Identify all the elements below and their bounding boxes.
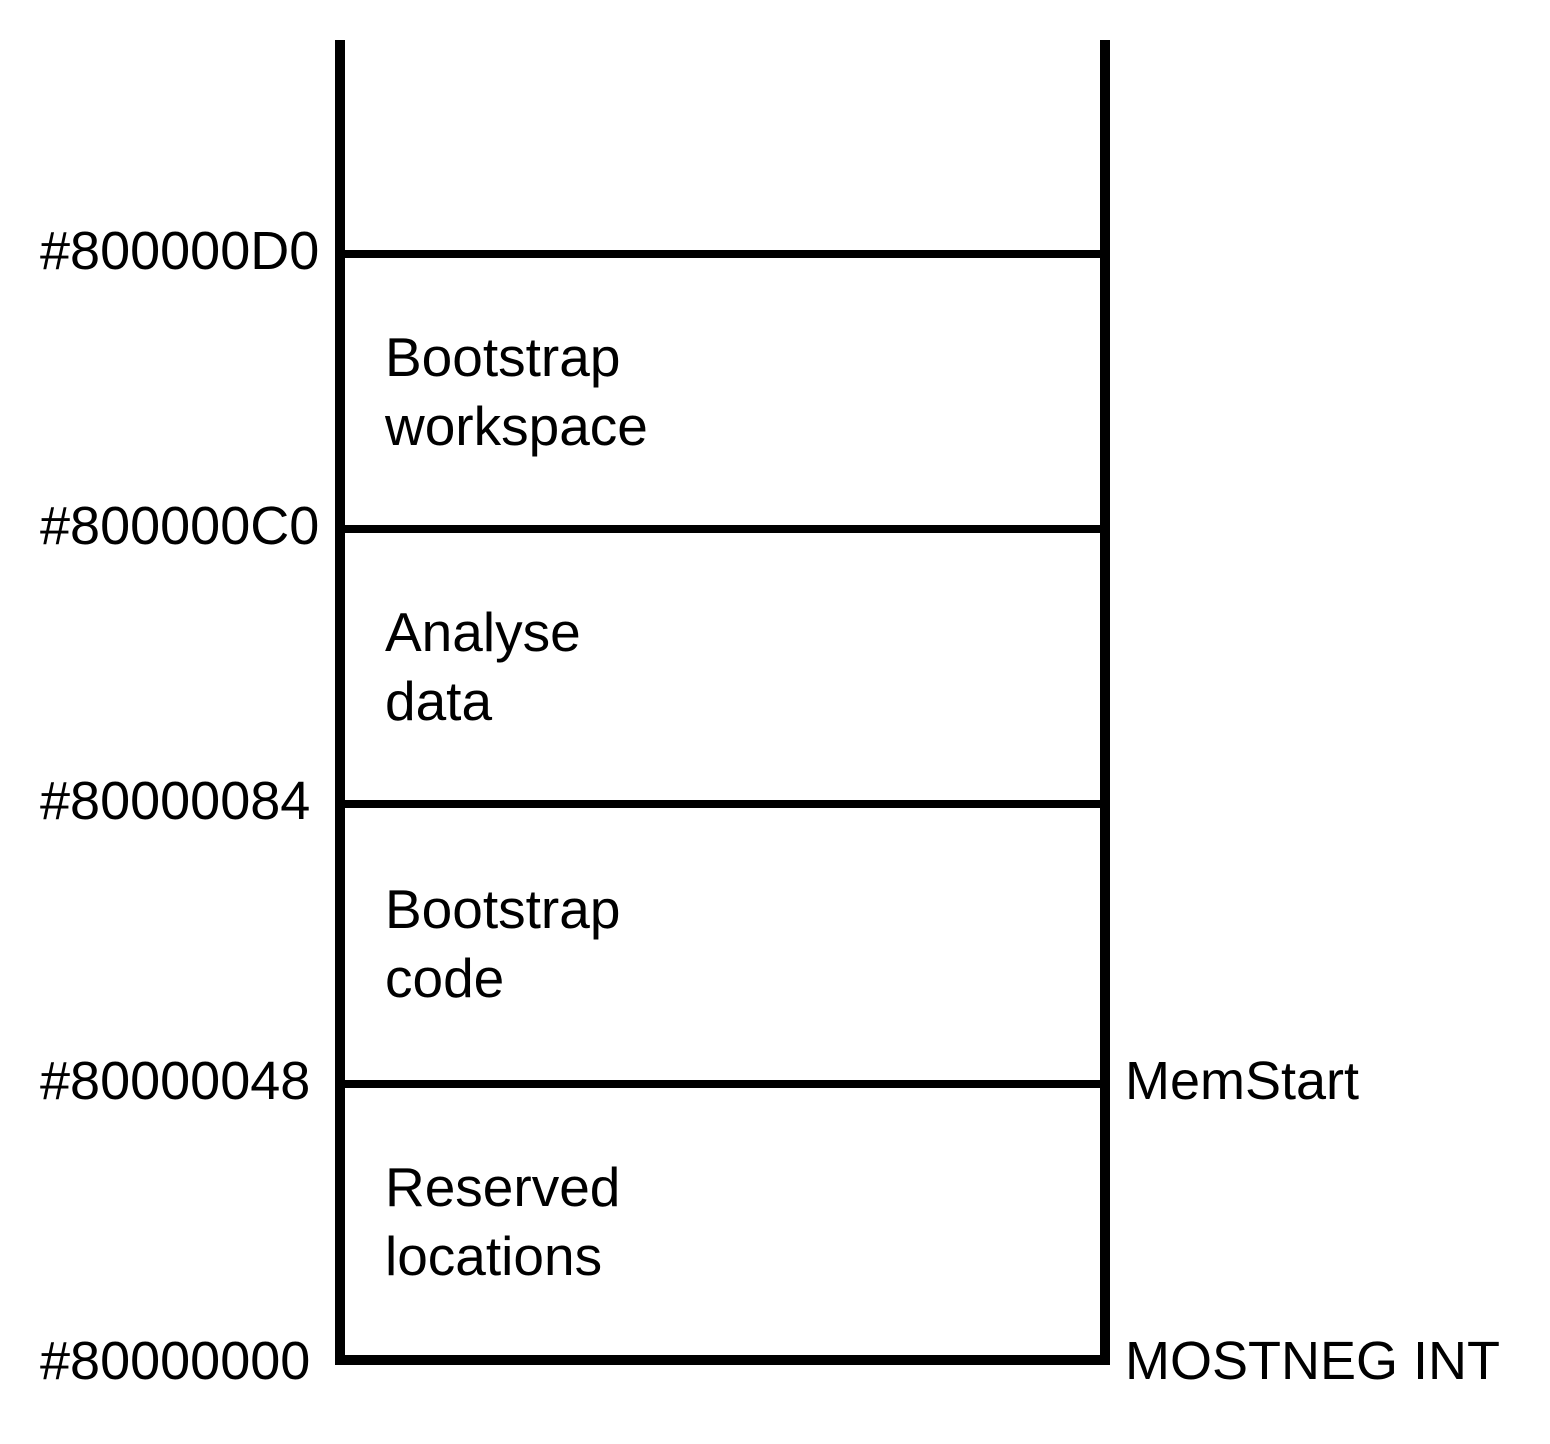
right-label-memstart: MemStart (1125, 1050, 1359, 1112)
region-label: Reservedlocations (385, 1153, 1100, 1291)
region-reserved-locations: Reservedlocations (345, 1080, 1100, 1355)
region-label: Analysedata (385, 598, 1100, 736)
address-label: #80000084 (40, 770, 310, 832)
region-bootstrap-code: Bootstrapcode (345, 800, 1100, 1080)
region-label: Bootstrapworkspace (385, 323, 1100, 461)
address-label: #800000D0 (40, 220, 319, 282)
memory-map-diagram: Bootstrapworkspace Analysedata Bootstrap… (40, 40, 1510, 1404)
region-analyse-data: Analysedata (345, 525, 1100, 800)
region-empty (345, 40, 1100, 250)
region-label: Bootstrapcode (385, 875, 1100, 1013)
address-label: #800000C0 (40, 495, 319, 557)
address-label: #80000048 (40, 1050, 310, 1112)
memory-box: Bootstrapworkspace Analysedata Bootstrap… (335, 40, 1110, 1365)
address-label: #80000000 (40, 1330, 310, 1392)
region-bootstrap-workspace: Bootstrapworkspace (345, 250, 1100, 525)
right-label-mostneg: MOSTNEG INT (1125, 1330, 1500, 1392)
